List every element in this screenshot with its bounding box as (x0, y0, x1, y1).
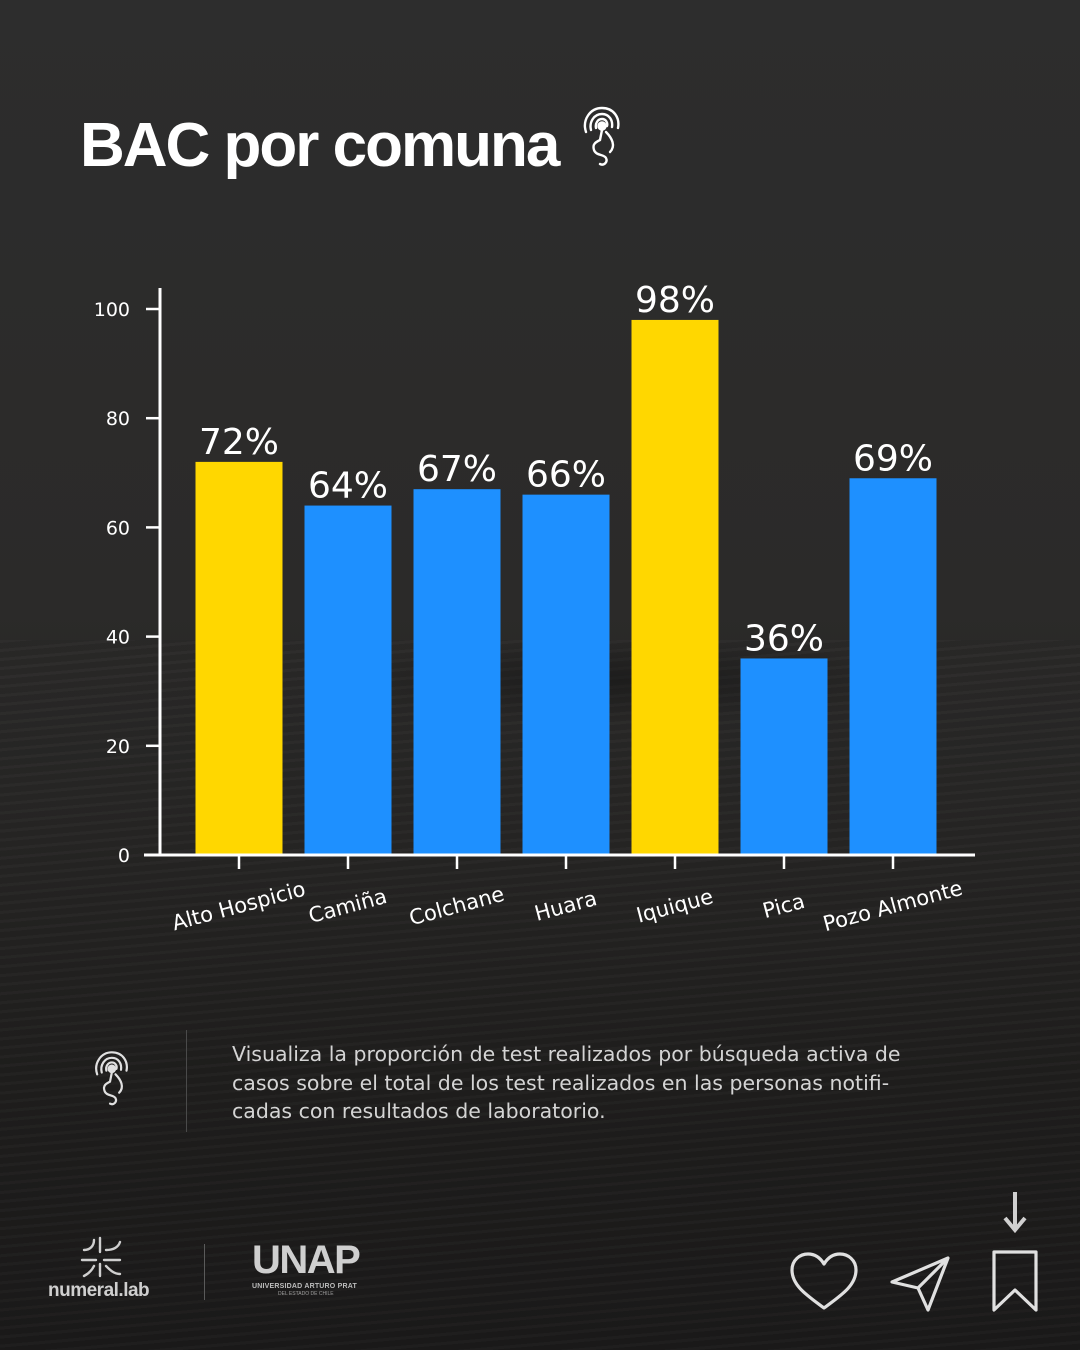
numeral-lab-logo: numeral.lab (48, 1236, 158, 1306)
x-tick-label: Pica (760, 889, 807, 923)
info-description: Visualiza la proporción de test realizad… (232, 1042, 901, 1123)
y-tick-label: 100 (94, 299, 130, 321)
data-label: 72% (199, 422, 279, 463)
bar (195, 461, 283, 855)
bar (413, 489, 501, 855)
bar (304, 505, 392, 855)
x-tick-label: Camiña (306, 884, 390, 928)
y-tick-label: 40 (106, 627, 130, 649)
y-tick-label: 60 (106, 517, 130, 539)
bars: 72% 64% 67% 66% 98% 36% 69% (195, 280, 937, 855)
bar (849, 478, 937, 855)
x-tick-label: Iquique (634, 884, 716, 927)
y-tick-label: 20 (106, 736, 130, 758)
numeral-lab-mark-icon (80, 1236, 122, 1278)
bar (740, 658, 828, 855)
bar (631, 319, 719, 855)
y-axis: 0 20 40 60 80 100 (94, 288, 162, 867)
heart-icon[interactable] (788, 1250, 860, 1314)
x-tick-label: Colchane (407, 882, 507, 930)
data-label: 69% (853, 438, 933, 479)
y-tick-label: 80 (106, 408, 130, 430)
footer-divider (204, 1244, 205, 1300)
bookmark-icon[interactable] (988, 1248, 1042, 1314)
data-label: 36% (744, 618, 824, 659)
partner-subtitle-2: DEL ESTADO DE CHILE (278, 1291, 334, 1297)
brand-name: numeral.lab (48, 1280, 150, 1301)
data-label: 66% (526, 455, 606, 496)
page-title: BAC por comuna (80, 111, 560, 180)
send-icon[interactable] (888, 1252, 952, 1314)
x-tick-label: Pozo Almonte (820, 876, 965, 936)
signal-head-icon (584, 106, 620, 166)
x-tick-label: Huara (532, 886, 600, 926)
signal-head-icon (95, 1051, 128, 1106)
unap-logo: UNAP UNIVERSIDAD ARTURO PRAT DEL ESTADO … (252, 1238, 362, 1298)
title-block: BAC por comuna (80, 96, 624, 196)
partner-name: UNAP (252, 1238, 361, 1282)
x-tick-label: Alto Hospicio (169, 877, 307, 936)
bar (522, 494, 610, 855)
info-divider (186, 1030, 187, 1132)
bar-chart: 0 20 40 60 80 100 72% 64% 67% 66% 98% 36% 69% Alto … (94, 280, 975, 936)
data-label: 67% (417, 449, 497, 490)
y-tick-label: 0 (118, 845, 130, 867)
arrow-down-icon[interactable] (1000, 1190, 1030, 1236)
data-label: 64% (308, 466, 388, 507)
data-label: 98% (635, 280, 715, 321)
partner-subtitle: UNIVERSIDAD ARTURO PRAT (252, 1283, 357, 1290)
